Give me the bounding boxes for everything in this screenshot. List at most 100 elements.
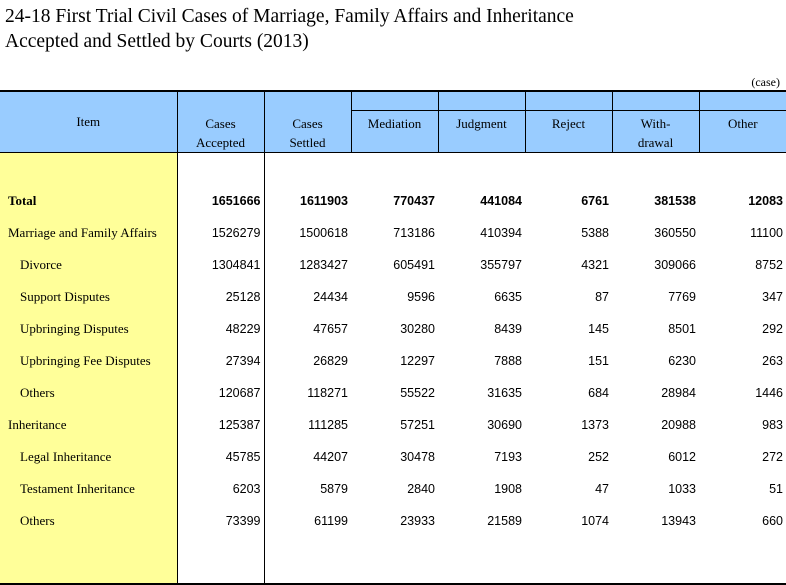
cell-judgment: 1908: [494, 482, 522, 496]
cell-other: 11100: [750, 226, 783, 240]
cell-mediation: 9596: [407, 290, 435, 304]
page-title: 24-18 First Trial Civil Cases of Marriag…: [5, 4, 574, 54]
cell-reject: 1074: [581, 514, 609, 528]
cell-accepted: 6203: [177, 473, 265, 505]
cell-settled: 5879: [320, 482, 348, 496]
cell-mediation: 12297: [400, 354, 435, 368]
cell-other: 51: [769, 482, 783, 496]
unit-label: (case): [751, 75, 780, 89]
table-row: Support Disputes 25128 24434 9596 6635 8…: [0, 281, 786, 313]
cell-settled: 111285: [308, 418, 348, 432]
header-row: Item Cases Accepted Cases Settled Mediatio…: [0, 90, 786, 153]
cell-mediation: 30478: [400, 450, 435, 464]
table-row: Others 120687 118271 55522 31635 684 289…: [0, 377, 786, 409]
header-withdrawal: With-drawal: [611, 90, 699, 153]
row-label: Testament Inheritance: [0, 473, 178, 505]
row-label: Divorce: [0, 249, 178, 281]
cell-accepted: 27394: [177, 345, 265, 377]
cell-accepted: 125387: [177, 409, 265, 441]
cell-other: 347: [762, 290, 783, 304]
cell-other: 660: [762, 514, 783, 528]
cell-other: 263: [762, 354, 783, 368]
cell-settled: 118271: [307, 386, 348, 400]
cell-mediation: 55522: [400, 386, 435, 400]
cell-other: 292: [762, 322, 783, 336]
cell-withdrawal: 360550: [654, 226, 696, 240]
cell-settled: 47657: [313, 322, 348, 336]
cell-other: 12083: [748, 194, 783, 208]
cell-reject: 1373: [581, 418, 609, 432]
data-table: Item Cases Accepted Cases Settled Mediatio…: [0, 90, 786, 585]
cell-accepted: 45785: [177, 441, 265, 473]
cell-reject: 5388: [581, 226, 609, 240]
cell-settled: 1283427: [299, 258, 348, 272]
cell-withdrawal: 309066: [654, 258, 696, 272]
header-cases-accepted: Cases Accepted: [177, 90, 265, 153]
row-label: Others: [0, 377, 178, 409]
cell-accepted: 48229: [177, 313, 265, 345]
cell-other: 272: [762, 450, 783, 464]
title-line-2: Accepted and Settled by Courts (2013): [5, 31, 309, 52]
cell-judgment: 31635: [487, 386, 522, 400]
cell-other: 8752: [755, 258, 783, 272]
row-label: Upbringing Disputes: [0, 313, 178, 345]
cell-mediation: 2840: [407, 482, 435, 496]
cell-settled: 44207: [313, 450, 348, 464]
cell-withdrawal: 6012: [668, 450, 696, 464]
cell-judgment: 355797: [480, 258, 522, 272]
header-item: Item: [0, 90, 178, 153]
header-mediation: Mediation: [350, 90, 438, 153]
cell-reject: 145: [588, 322, 609, 336]
cell-reject: 252: [588, 450, 609, 464]
row-label: Upbringing Fee Disputes: [0, 345, 178, 377]
cell-reject: 151: [588, 354, 609, 368]
cell-settled: 1611903: [300, 194, 348, 208]
cell-withdrawal: 381538: [654, 194, 696, 208]
row-label: Total: [0, 185, 178, 217]
data-table-container: Item Cases Accepted Cases Settled Mediatio…: [0, 90, 786, 585]
cell-other: 1446: [755, 386, 783, 400]
cell-reject: 47: [595, 482, 609, 496]
header-cases-settled: Cases Settled: [264, 90, 351, 153]
cell-settled: 24434: [313, 290, 348, 304]
cell-reject: 684: [588, 386, 609, 400]
cell-settled: 1500618: [299, 226, 348, 240]
table-row: Upbringing Fee Disputes 27394 26829 1229…: [0, 345, 786, 377]
cell-mediation: 770437: [393, 194, 435, 208]
cell-other: 983: [762, 418, 783, 432]
cell-accepted: 1526279: [177, 217, 265, 249]
cell-judgment: 7888: [494, 354, 522, 368]
cell-judgment: 410394: [480, 226, 522, 240]
cell-accepted: 120687: [177, 377, 265, 409]
cell-withdrawal: 20988: [661, 418, 696, 432]
cell-judgment: 21589: [487, 514, 522, 528]
cell-mediation: 713186: [393, 226, 435, 240]
cell-mediation: 605491: [393, 258, 435, 272]
cell-withdrawal: 6230: [668, 354, 696, 368]
cell-accepted: 25128: [177, 281, 265, 313]
table-row: Upbringing Disputes 48229 47657 30280 84…: [0, 313, 786, 345]
header-reject: Reject: [524, 90, 612, 153]
cell-withdrawal: 28984: [661, 386, 696, 400]
cell-judgment: 6635: [494, 290, 522, 304]
cell-accepted: 1304841: [177, 249, 265, 281]
table-row: Inheritance 125387 111285 57251 30690 13…: [0, 409, 786, 441]
cell-withdrawal: 1033: [668, 482, 696, 496]
cell-reject: 87: [595, 290, 609, 304]
cell-accepted: 73399: [177, 505, 265, 537]
cell-accepted: 1651666: [177, 185, 265, 217]
header-judgment: Judgment: [437, 90, 525, 153]
cell-judgment: 7193: [494, 450, 522, 464]
table-row: Total 1651666 1611903 770437 441084 6761…: [0, 185, 786, 217]
cell-reject: 6761: [581, 194, 609, 208]
table-row: Legal Inheritance 45785 44207 30478 7193…: [0, 441, 786, 473]
cell-settled: 61199: [314, 514, 348, 528]
cell-judgment: 8439: [494, 322, 522, 336]
header-other: Other: [698, 90, 786, 153]
cell-withdrawal: 7769: [668, 290, 696, 304]
table-row: Marriage and Family Affairs 1526279 1500…: [0, 217, 786, 249]
cell-mediation: 30280: [400, 322, 435, 336]
row-label: Others: [0, 505, 178, 537]
cell-mediation: 57251: [400, 418, 435, 432]
row-label: Support Disputes: [0, 281, 178, 313]
